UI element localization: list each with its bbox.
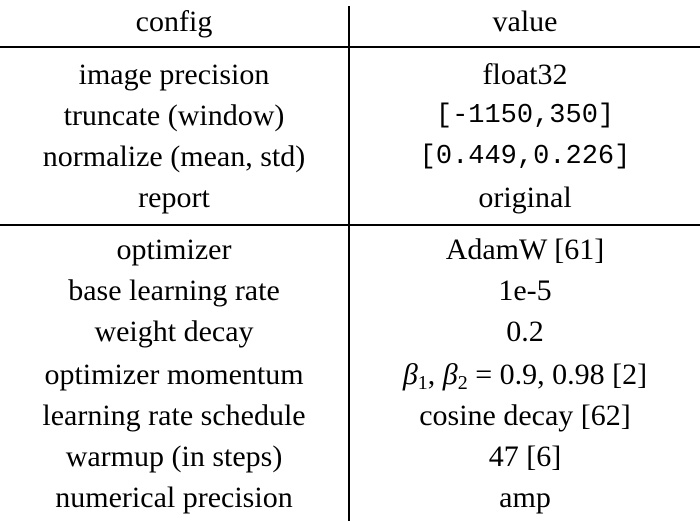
row-value: 47 [6]: [488, 440, 562, 473]
header-value: value: [492, 5, 558, 38]
momentum-value: β1, β2 = 0.9, 0.98 [2]: [350, 355, 700, 395]
row-config: image precision: [78, 58, 270, 91]
section-rule: [0, 224, 700, 226]
row-config: warmup (in steps): [65, 440, 283, 473]
row-value: 1e-5: [498, 274, 552, 307]
row-value: 0.2: [506, 315, 544, 348]
header-rule: [0, 46, 700, 48]
momentum-values: = 0.9, 0.98 [2]: [467, 358, 648, 391]
row-value: AdamW [61]: [445, 233, 605, 266]
row-config: optimizer: [116, 233, 232, 266]
row-value: cosine decay [62]: [419, 399, 631, 432]
beta-symbol: β: [442, 358, 458, 391]
row-config: truncate (window): [63, 99, 285, 132]
row-value: [-1150,350]: [435, 101, 615, 131]
row-config: normalize (mean, std): [42, 140, 306, 173]
column-divider: [348, 6, 350, 521]
subscript: 1: [417, 372, 428, 394]
beta-symbol: β: [402, 358, 418, 391]
row-config: base learning rate: [68, 274, 280, 307]
row-value: float32: [482, 58, 568, 91]
row-config: weight decay: [94, 315, 254, 348]
row-config: optimizer momentum: [44, 358, 304, 391]
row-value: [0.449,0.226]: [419, 142, 631, 172]
row-config: report: [138, 181, 210, 214]
row-config: learning rate schedule: [42, 399, 306, 432]
header-config: config: [135, 5, 213, 38]
separator: ,: [427, 358, 443, 391]
row-value: amp: [499, 481, 551, 514]
subscript: 2: [457, 372, 468, 394]
row-value: original: [478, 181, 572, 214]
row-config: numerical precision: [55, 481, 293, 514]
